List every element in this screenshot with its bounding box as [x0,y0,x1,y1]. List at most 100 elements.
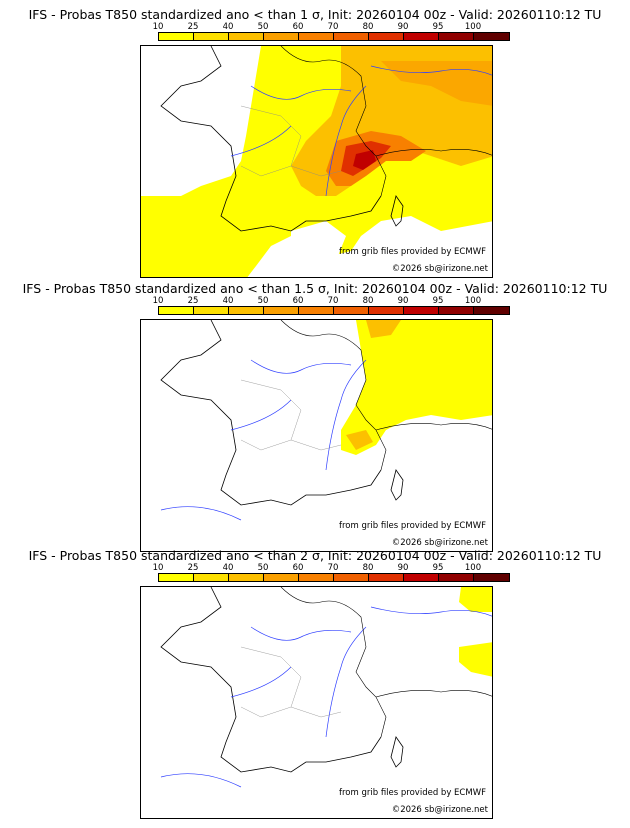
map-panel-2sigma: IFS - Probas T850 standardized ano < tha… [0,548,630,820]
river [250,85,352,100]
colorbar-swatch [369,307,404,314]
corsica-outline [390,469,404,501]
region-border [240,379,302,451]
source-credit: from grib files provided by ECMWF [339,788,486,798]
colorbar-swatch [229,574,264,581]
colorbar-label: 80 [362,563,374,573]
colorbar-label: 40 [222,563,234,573]
panel-title: IFS - Probas T850 standardized ano < tha… [22,281,608,296]
colorbar [158,573,510,582]
colorbar-swatch [264,307,299,314]
border [280,587,387,738]
river [230,125,292,157]
prob-area-90 [353,150,376,170]
colorbar-swatch [474,33,509,40]
colorbar-swatch [264,574,299,581]
map-panel-1sigma: IFS - Probas T850 standardized ano < tha… [0,7,630,279]
border [280,320,387,471]
colorbar-swatch [334,33,369,40]
colorbar-label: 90 [397,563,409,573]
colorbar-swatch [404,307,439,314]
colorbar-swatch [194,574,229,581]
colorbar-swatch [159,307,194,314]
colorbar-swatch [404,33,439,40]
colorbar-label: 95 [432,22,444,32]
corsica-outline [390,195,404,227]
colorbar-label: 100 [464,22,482,32]
border [375,423,492,431]
prob-area-10 [459,642,492,677]
copyright: ©2026 sb@irizone.net [391,538,488,548]
colorbar-labels: 10 25 40 50 60 70 80 90 95 100 [150,296,490,306]
colorbar-label: 10 [152,22,164,32]
river [250,626,352,641]
colorbar-label: 60 [292,563,304,573]
map-panel-1-5sigma: IFS - Probas T850 standardized ano < tha… [0,281,630,553]
colorbar-swatch [439,307,474,314]
colorbar-swatch [439,574,474,581]
colorbar-label: 90 [397,22,409,32]
panel-title: IFS - Probas T850 standardized ano < tha… [28,7,602,22]
river [325,359,367,471]
colorbar-label: 50 [257,563,269,573]
border [375,149,492,157]
colorbar-labels: 10 25 40 50 60 70 80 90 95 100 [150,22,490,32]
colorbar-swatch [474,307,509,314]
colorbar-label: 25 [187,296,199,306]
colorbar-swatch [229,33,264,40]
border [375,690,492,698]
river [325,626,367,738]
colorbar-swatch [229,307,264,314]
river [370,606,492,617]
colorbar-label: 95 [432,296,444,306]
prob-area-40 [346,430,373,450]
colorbar-swatch [404,574,439,581]
colorbar-swatch [474,574,509,581]
colorbar-swatch [194,33,229,40]
corsica-outline [390,736,404,768]
colorbar-label: 25 [187,563,199,573]
river [370,65,492,76]
region-border [290,165,342,177]
colorbar [158,32,510,41]
colorbar-swatch [334,307,369,314]
colorbar-label: 100 [464,296,482,306]
colorbar-label: 90 [397,296,409,306]
source-credit: from grib files provided by ECMWF [339,521,486,531]
colorbar-swatch [299,574,334,581]
colorbar-label: 60 [292,296,304,306]
prob-area-10 [459,587,492,612]
colorbar-swatch [159,574,194,581]
colorbar-label: 10 [152,296,164,306]
river [250,359,352,374]
colorbar-swatch [299,307,334,314]
colorbar-swatch [299,33,334,40]
colorbar-label: 10 [152,563,164,573]
colorbar-swatch [369,33,404,40]
colorbar-label: 50 [257,22,269,32]
colorbar-label: 50 [257,296,269,306]
colorbar-swatch [334,574,369,581]
map-drawing [160,587,492,788]
probability-map: from grib files provided by ECMWF ©2026 … [140,319,493,552]
river [230,666,292,698]
colorbar-label: 80 [362,22,374,32]
colorbar-label: 60 [292,22,304,32]
colorbar-swatch [439,33,474,40]
region-border [290,439,342,451]
colorbar-label: 70 [327,296,339,306]
panel-title: IFS - Probas T850 standardized ano < tha… [28,548,602,563]
map-drawing [160,320,492,521]
river [160,773,242,788]
river [160,506,242,521]
copyright: ©2026 sb@irizone.net [391,264,488,274]
colorbar-label: 95 [432,563,444,573]
colorbar-labels: 10 25 40 50 60 70 80 90 95 100 [150,563,490,573]
sea-area [291,221,346,266]
coastline [160,587,382,773]
coastline [160,320,382,506]
probability-map: from grib files provided by ECMWF ©2026 … [140,45,493,278]
probability-map: from grib files provided by ECMWF ©2026 … [140,586,493,819]
region-border [290,706,342,718]
colorbar-swatch [369,574,404,581]
